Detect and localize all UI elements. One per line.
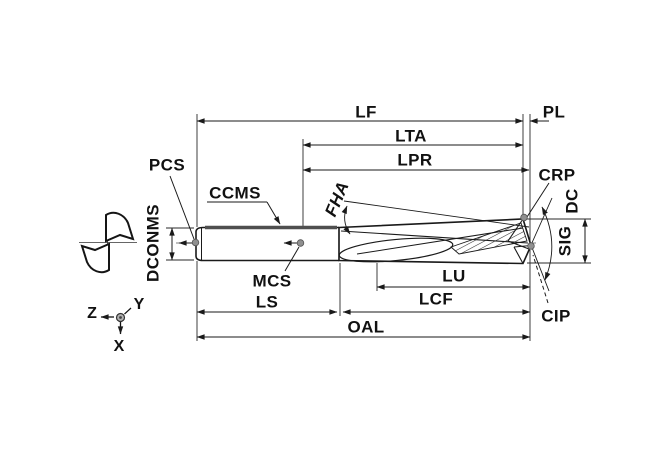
axis-label-y: Y	[133, 296, 145, 313]
callout-label-ccms: CCMS	[209, 183, 261, 203]
leader-crp	[526, 182, 550, 218]
dim-label-dc: DC	[562, 188, 582, 214]
dim-label-sig: SIG	[555, 225, 575, 257]
crp-point-dot	[520, 213, 528, 222]
dimension-lines	[169, 118, 588, 340]
flute-valley-ellipse	[338, 237, 454, 263]
axis-label-z: Z	[87, 305, 97, 322]
flute-land-hatched-band	[450, 222, 528, 255]
reference-point-dots	[191, 213, 535, 250]
drill-side-view	[195, 218, 532, 265]
callout-label-crp: CRP	[538, 165, 576, 185]
sig-angle-arc	[541, 206, 553, 281]
callout-label-mcs: MCS	[252, 271, 292, 291]
dim-label-lta: LTA	[395, 126, 427, 146]
sig-angle-side-lower	[530, 244, 550, 292]
dim-label-dconms: DCONMS	[143, 204, 163, 282]
dim-label-lu: LU	[442, 266, 466, 286]
cip-point-dot	[527, 242, 535, 250]
flute-helix-lines	[340, 222, 529, 255]
dim-label-lf: LF	[355, 102, 377, 122]
leader-ccms-arrow	[266, 201, 281, 225]
sig-angle-side-upper	[530, 197, 553, 246]
dim-label-lpr: LPR	[397, 150, 433, 170]
dim-label-pl: PL	[542, 102, 566, 122]
dim-label-ls: LS	[255, 292, 279, 312]
leader-pcs	[169, 175, 195, 240]
fha-angle-arc	[341, 205, 351, 235]
fha-reference-line	[343, 200, 530, 228]
axis-label-x: X	[113, 338, 125, 355]
pcs-point-dot	[191, 238, 200, 247]
drill-cross-section-icon	[79, 211, 137, 274]
y-axis-tick	[124, 307, 132, 315]
callout-label-cip: CIP	[541, 306, 571, 326]
callout-label-pcs: PCS	[148, 155, 186, 175]
leader-mcs	[284, 246, 300, 272]
leader-lines	[169, 175, 553, 304]
coordinate-axis-indicator	[100, 307, 132, 335]
drill-shank	[195, 226, 339, 262]
dim-label-lcf: LCF	[418, 289, 454, 309]
dim-label-oal: OAL	[347, 317, 385, 337]
leader-cip	[532, 254, 549, 304]
mcs-point-dot	[296, 239, 305, 247]
